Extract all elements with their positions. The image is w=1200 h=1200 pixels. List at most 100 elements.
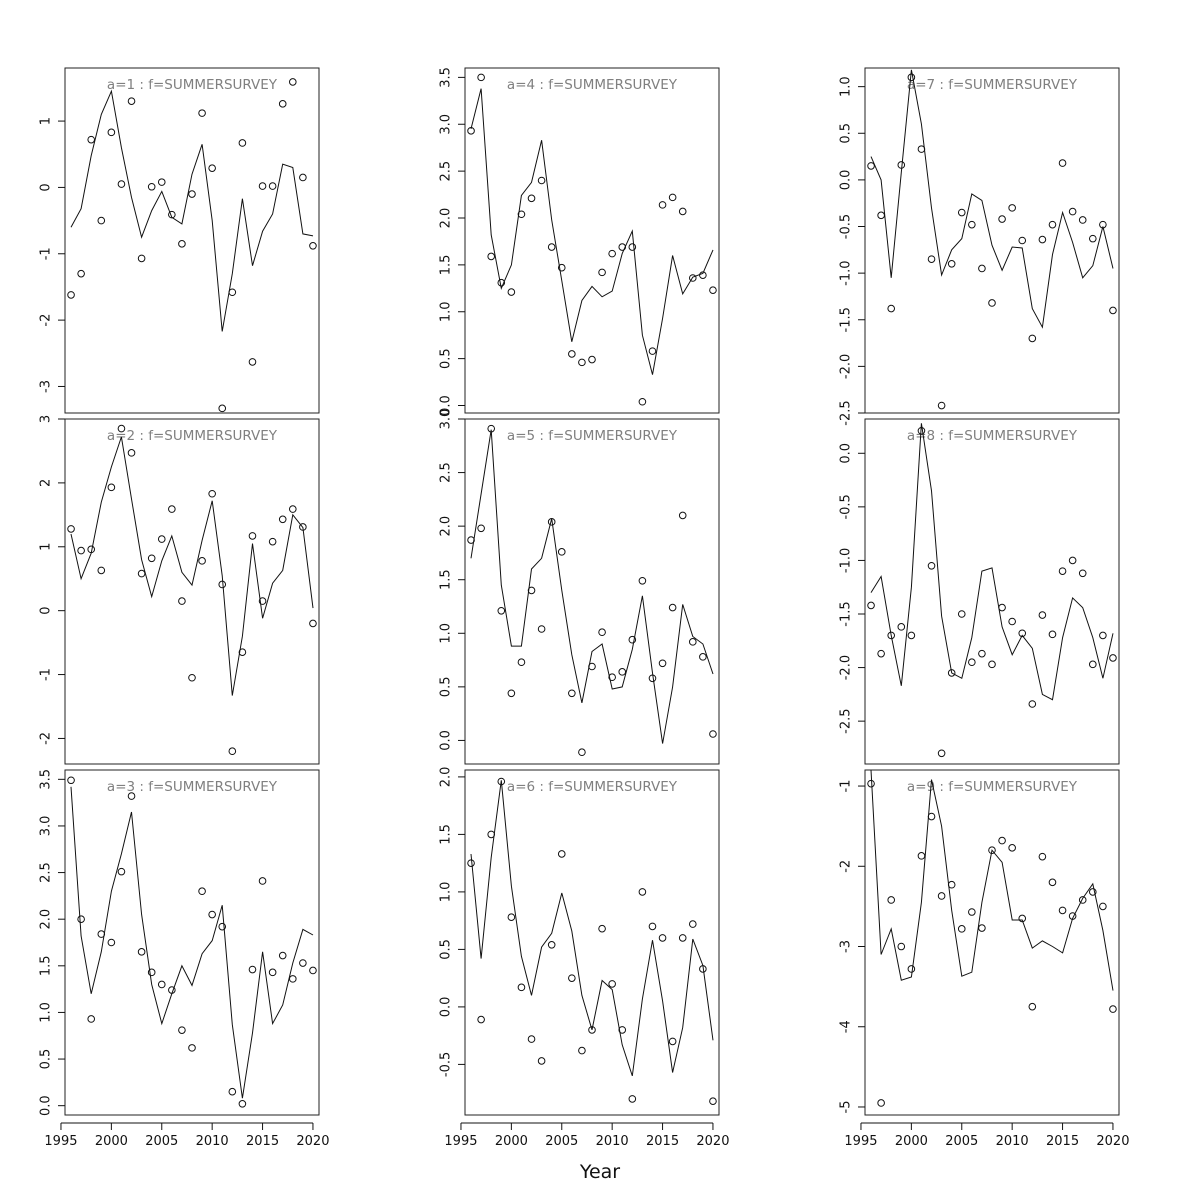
y-tick-label: 1.5 [439,824,454,845]
y-tick-label: 0.0 [439,395,454,416]
y-tick-label: -2 [39,732,54,745]
observed-point [127,449,136,457]
y-tick-label: -2 [839,860,854,873]
panel-title: a=4 : f=SUMMERSURVEY [507,77,678,93]
observed-point [1099,902,1107,911]
observed-point [157,980,166,989]
panel-title: a=7 : f=SUMMERSURVEY [907,77,1078,93]
observed-point [547,941,556,949]
observed-point [137,569,146,578]
observed-point [678,207,687,216]
chart-panel-1: a=1 : f=SUMMERSURVEY -3 -2 -1 0 1 [39,67,320,414]
observed-point [709,286,717,294]
observed-point [299,523,307,531]
observed-point [1038,235,1047,244]
observed-point [968,658,976,667]
observed-point [678,934,687,942]
x-tick-label: 2020 [1096,1134,1129,1149]
observed-point [487,252,496,261]
observed-point [668,193,677,202]
observed-point [709,730,717,738]
observed-point [248,532,257,540]
observed-point [127,792,136,800]
y-tick-label: 2.0 [439,516,454,537]
observed-point [258,597,267,605]
chart-panel-3: a=3 : f=SUMMERSURVEY 0.0 0.5 1.0 1.5 2.0 2.5 3.… [39,769,330,1149]
observed-point [638,888,647,896]
observed-point [988,660,996,669]
observed-point [309,242,317,250]
observed-point [658,934,667,942]
observed-point [887,896,896,904]
observed-point [67,525,75,533]
observed-point [907,73,916,82]
observed-point [998,215,1006,223]
observed-point [638,397,647,406]
observed-point [467,127,475,135]
y-tick-label: -3 [39,380,54,393]
y-tick-label: 2.5 [439,462,454,483]
observed-point [117,424,126,433]
observed-point [268,537,277,546]
panel-title: a=3 : f=SUMMERSURVEY [107,779,278,795]
observed-point [1028,700,1037,708]
observed-point [477,73,485,82]
observed-point [608,980,616,988]
observed-point [147,182,156,191]
y-tick-label: 2.0 [439,767,454,788]
observed-point [968,908,976,916]
observed-point [628,1095,637,1103]
observed-point [77,546,85,555]
observed-point [699,271,707,279]
observed-point [218,580,227,589]
observed-point [897,161,906,169]
observed-point [1068,207,1077,216]
y-tick-label: 1.0 [39,1002,54,1023]
observed-point [258,182,267,190]
y-tick-label: -1.0 [839,260,854,285]
observed-point [288,505,297,513]
observed-point [517,210,526,219]
observed-point [238,1100,247,1108]
observed-point [1018,914,1027,923]
observed-point [1008,844,1016,852]
y-tick-label: 2.5 [439,161,454,182]
observed-point [218,922,227,931]
observed-point [557,548,566,556]
y-tick-label: 1 [39,543,54,551]
observed-point [1058,567,1067,575]
observed-point [248,358,257,366]
observed-point [628,243,637,251]
observed-point [1109,1005,1117,1013]
observed-point [688,274,697,282]
observed-point [598,628,606,637]
observed-point [578,1046,586,1055]
y-tick-label: 1.0 [839,76,854,97]
y-tick-label: -4 [839,1020,854,1033]
observed-point [218,404,227,413]
x-tick-label: 2005 [545,1134,578,1149]
y-tick-label: 1 [39,117,54,125]
panel-title: a=1 : f=SUMMERSURVEY [107,77,278,93]
observed-point [628,635,637,644]
observed-point [588,662,596,671]
y-tick-label: 3.0 [39,816,54,837]
y-tick-label: -0.5 [839,214,854,239]
observed-point [668,603,677,612]
y-tick-label: 0.5 [39,1049,54,1070]
y-tick-label: 2 [39,479,54,487]
chart-panel-5: a=5 : f=SUMMERSURVEY 0.0 0.5 1.0 1.5 2.0 2.5 3.… [439,409,720,765]
panel-frame [864,67,1120,414]
observed-point [927,812,936,821]
y-tick-label: 0.0 [439,730,454,751]
observed-point [87,135,96,144]
observed-point [87,545,96,554]
observed-point [588,355,596,364]
x-tick-label: 2020 [696,1134,729,1149]
y-tick-label: -0.5 [439,1052,454,1077]
observed-point [557,263,566,272]
observed-point [268,182,277,190]
observed-point [527,1035,536,1043]
y-tick-label: -1 [839,780,854,793]
